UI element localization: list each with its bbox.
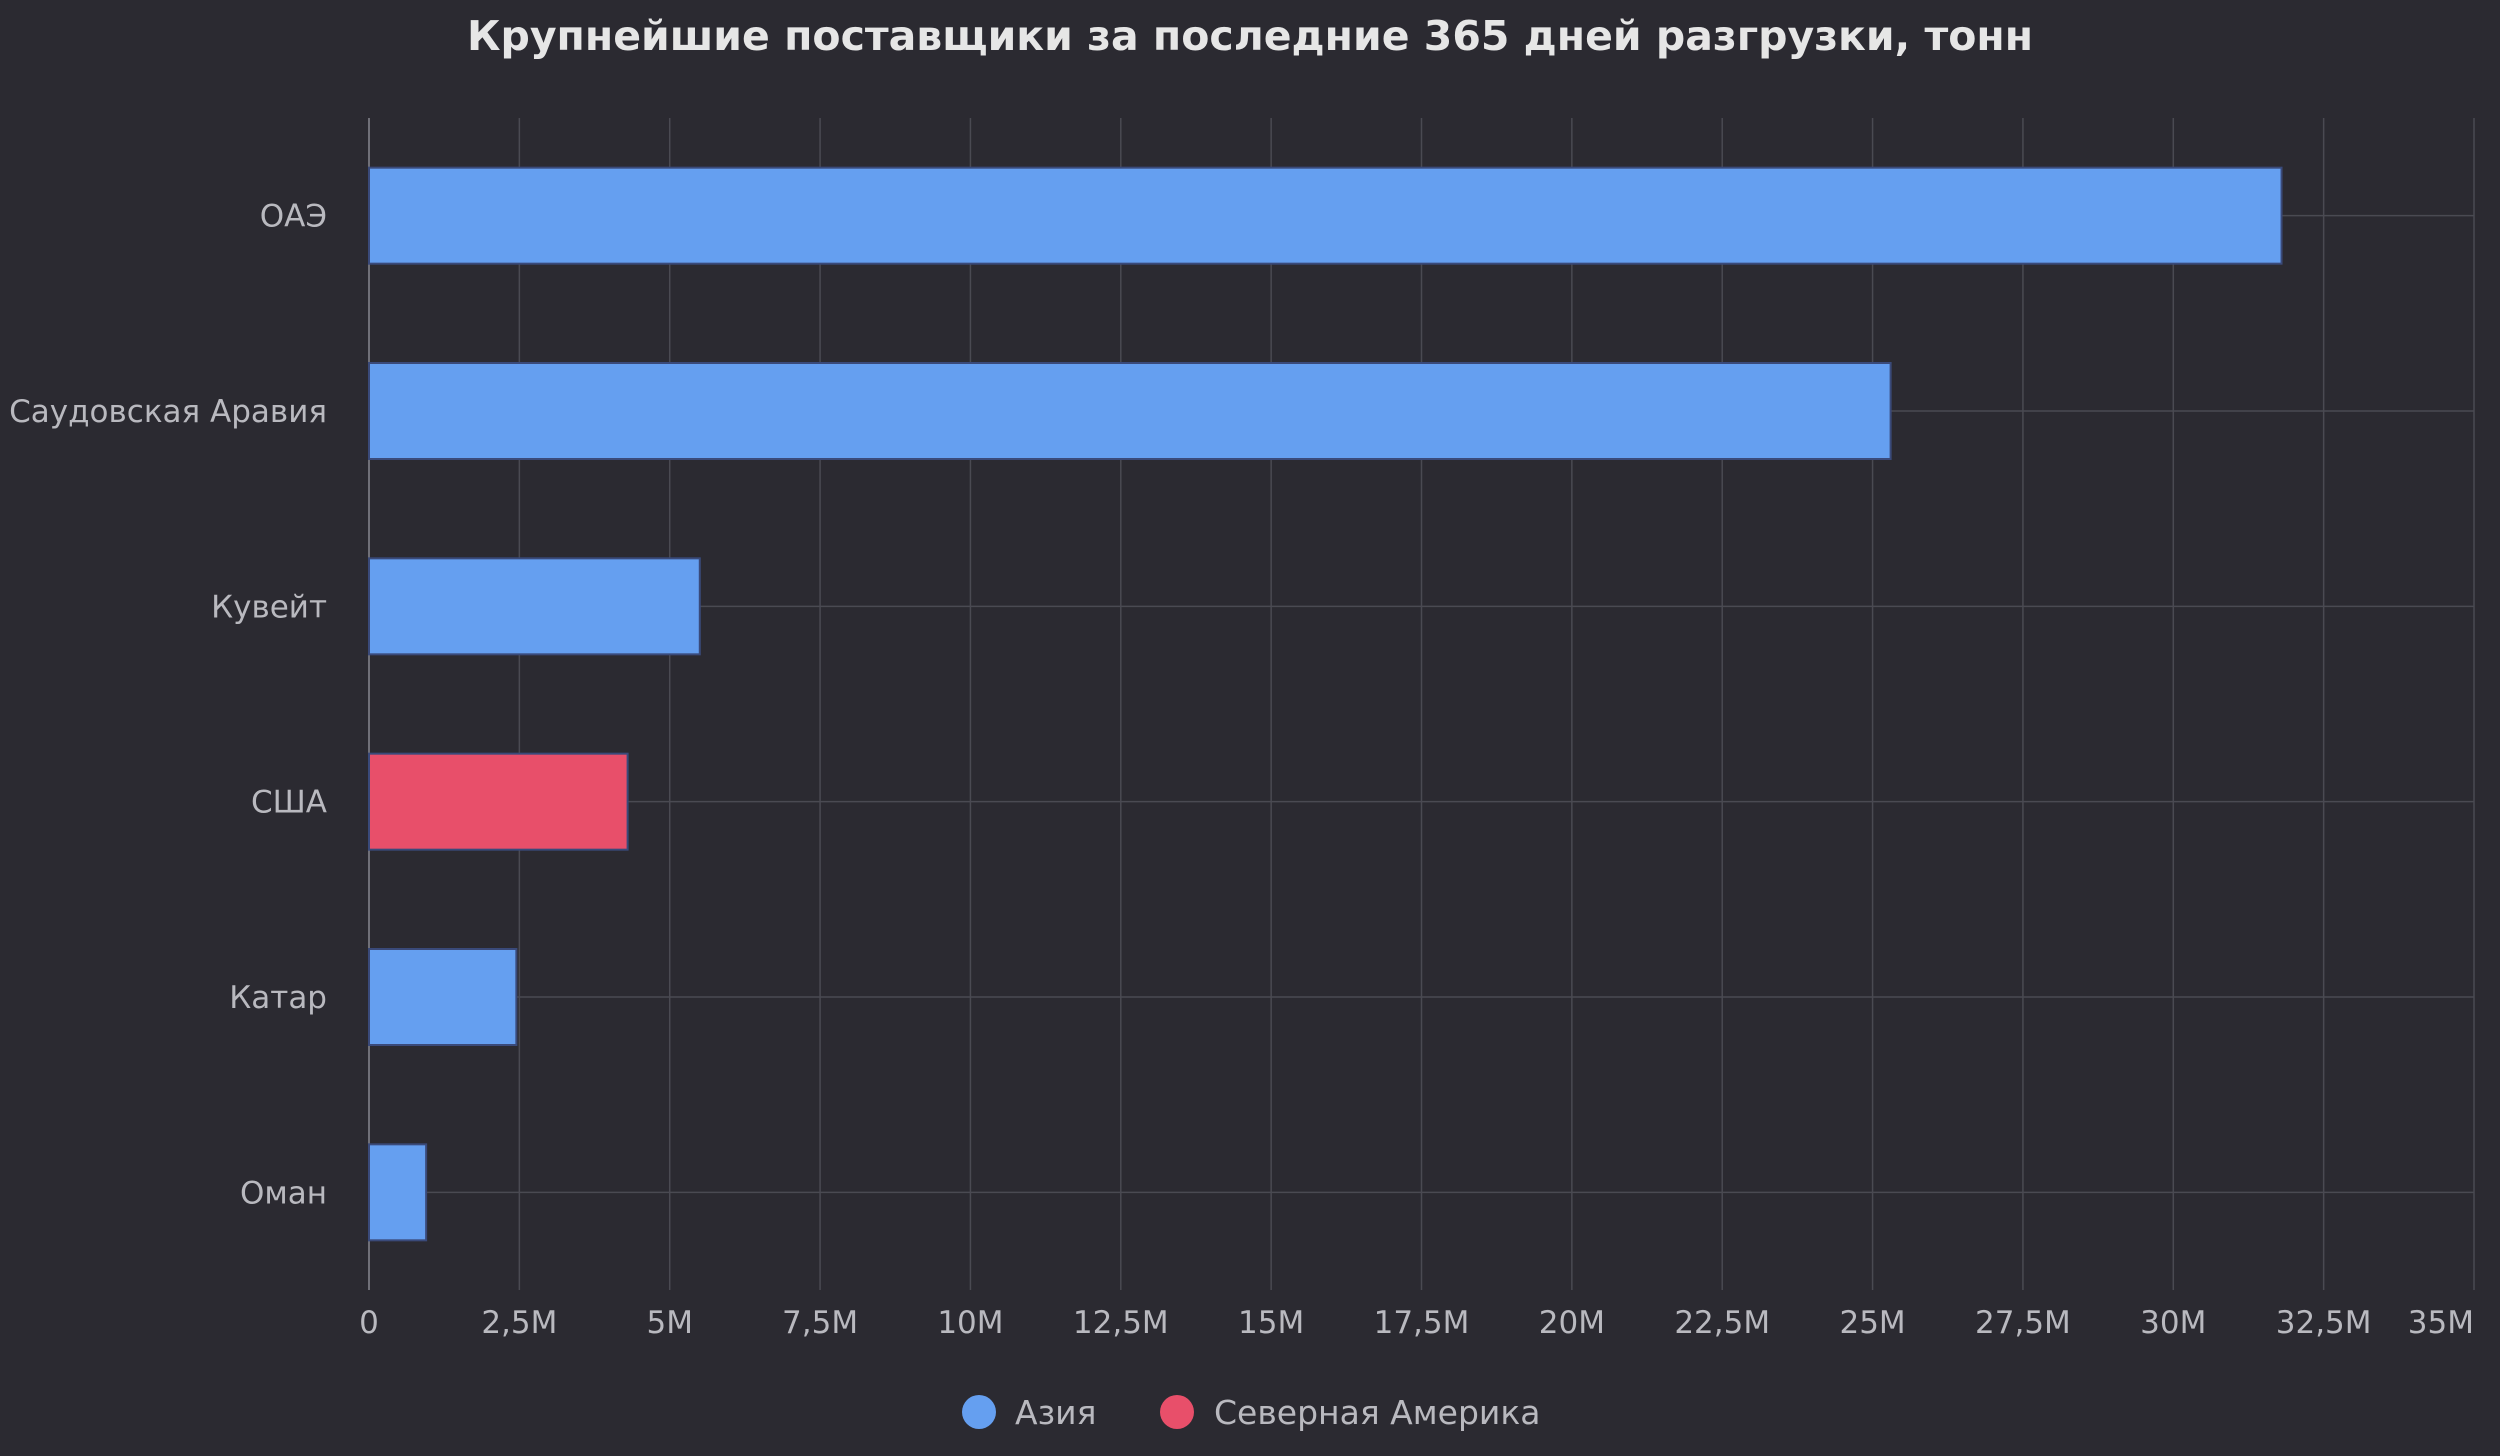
x-tick-label: 30M bbox=[2140, 1305, 2206, 1341]
x-tick-label: 20M bbox=[1539, 1305, 1605, 1341]
category-label: Саудовская Аравия bbox=[9, 394, 327, 430]
x-tick-label: 35M bbox=[2408, 1305, 2474, 1341]
x-tick-label: 27,5M bbox=[1975, 1305, 2071, 1341]
legend-label: Азия bbox=[1015, 1393, 1096, 1432]
bars bbox=[368, 166, 2283, 1242]
grid bbox=[368, 118, 2475, 1290]
x-axis-tick-labels: 0 2,5M 5M 7,5M 10M 12,5M 15M 17,5M 20M 22,5M 25M 27… bbox=[359, 1305, 2474, 1341]
x-tick-label: 22,5M bbox=[1674, 1305, 1770, 1341]
legend[interactable]: Азия Северная Америка bbox=[962, 1393, 1541, 1432]
x-tick-label: 2,5M bbox=[481, 1305, 557, 1341]
x-tick-label: 7,5M bbox=[782, 1305, 858, 1341]
x-tick-label: 10M bbox=[937, 1305, 1003, 1341]
x-tick-label: 12,5M bbox=[1073, 1305, 1169, 1341]
legend-item-2[interactable]: Северная Америка bbox=[1160, 1393, 1541, 1432]
bar-3[interactable] bbox=[368, 557, 701, 656]
category-labels: ОАЭ Саудовская Аравия Кувейт США Катар Оман bbox=[9, 199, 327, 1212]
chart-title: Крупнейшие поставщики за последние 365 д… bbox=[467, 12, 2033, 60]
category-label: Кувейт bbox=[211, 589, 327, 625]
bar-4[interactable] bbox=[368, 752, 629, 851]
category-label: Оман bbox=[240, 1175, 327, 1211]
x-tick-label: 25M bbox=[1839, 1305, 1905, 1341]
bar-6[interactable] bbox=[368, 1143, 428, 1242]
category-label: США bbox=[251, 785, 327, 821]
x-tick-label: 32,5M bbox=[2276, 1305, 2372, 1341]
legend-item-1[interactable]: Азия bbox=[962, 1393, 1096, 1432]
legend-marker bbox=[1160, 1395, 1194, 1429]
x-tick-label: 15M bbox=[1238, 1305, 1304, 1341]
x-tick-label: 5M bbox=[646, 1305, 692, 1341]
x-tick-label: 17,5M bbox=[1374, 1305, 1470, 1341]
legend-label: Северная Америка bbox=[1214, 1393, 1541, 1432]
category-label: ОАЭ bbox=[260, 199, 327, 235]
x-tick-label: 0 bbox=[359, 1305, 379, 1341]
bar-5[interactable] bbox=[368, 948, 518, 1046]
bar-2[interactable] bbox=[368, 362, 1892, 460]
legend-marker bbox=[962, 1395, 996, 1429]
bar-1[interactable] bbox=[368, 166, 2283, 265]
category-label: Катар bbox=[229, 980, 327, 1016]
